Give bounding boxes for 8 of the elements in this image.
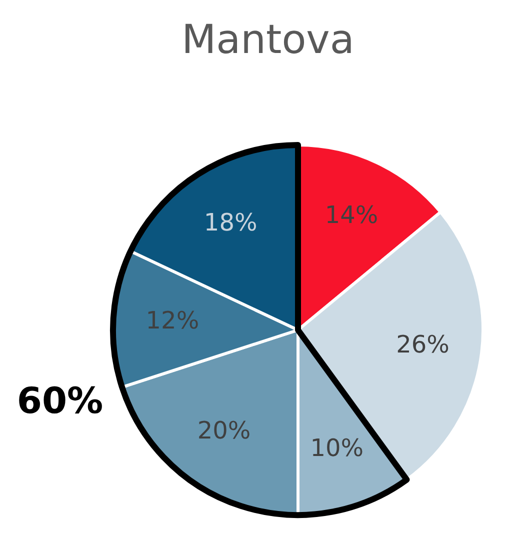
data-label: 26% <box>396 330 450 358</box>
data-label: 12% <box>146 306 200 335</box>
text: 60% <box>16 381 104 422</box>
data-label: 14% <box>324 200 378 229</box>
data-label: 10% <box>310 434 364 462</box>
data-label: 20% <box>197 416 251 444</box>
chart-title: Mantova <box>182 17 354 63</box>
data-label: 18% <box>204 208 258 236</box>
